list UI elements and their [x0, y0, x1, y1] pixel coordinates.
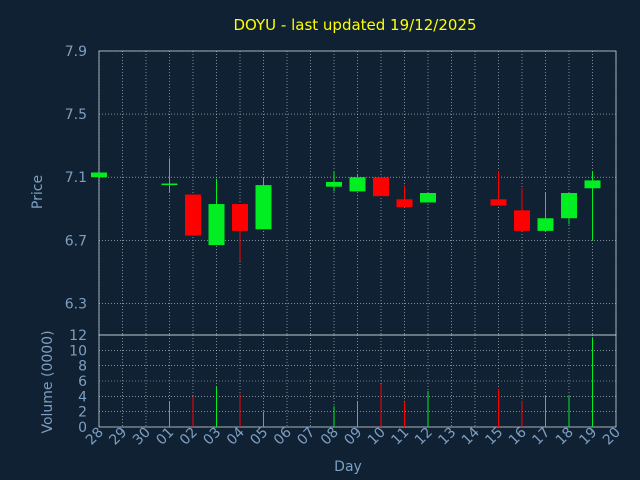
- volume-tick-label: 4: [78, 389, 87, 405]
- volume-axis-label: Volume (0000): [40, 330, 56, 433]
- x-axis-label: Day: [334, 459, 362, 475]
- volume-tick-label: 8: [78, 359, 87, 375]
- chart-title: DOYU - last updated 19/12/2025: [233, 16, 476, 34]
- volume-tick-label: 10: [69, 343, 87, 359]
- volume-tick-label: 6: [78, 374, 87, 390]
- candle-body: [208, 204, 225, 246]
- price-tick-label: 6.3: [65, 296, 87, 312]
- candle-body: [161, 183, 178, 186]
- candle-body: [420, 193, 436, 203]
- candle-body: [326, 181, 342, 187]
- price-tick-label: 7.5: [65, 107, 87, 123]
- candle-body: [561, 193, 577, 219]
- candle-body: [255, 185, 272, 230]
- volume-tick-label: 2: [78, 405, 87, 421]
- candle-body: [232, 204, 248, 231]
- price-tick-label: 7.9: [65, 44, 87, 60]
- candle-body: [91, 172, 107, 178]
- volume-tick-label: 12: [69, 328, 87, 344]
- candle-body: [373, 177, 389, 197]
- price-panel: 7.9 7.5 7.1 6.7 6.3: [65, 44, 617, 336]
- candle-body: [514, 210, 530, 231]
- candle-body: [185, 194, 201, 236]
- candle-body: [396, 199, 413, 208]
- candle-body: [490, 199, 507, 206]
- x-axis: 28 29 30 01 02 03 04 05 06 07 08 09 10 11 12 13 14 15 16 17…: [83, 424, 624, 448]
- price-axis-label: Price: [30, 175, 46, 209]
- price-tick-label: 6.7: [65, 233, 87, 249]
- candle-body: [349, 177, 366, 192]
- volume-tick-label: 0: [78, 420, 87, 436]
- price-tick-label: 7.1: [65, 170, 87, 186]
- candle-body: [584, 180, 601, 189]
- candle-body: [537, 218, 554, 231]
